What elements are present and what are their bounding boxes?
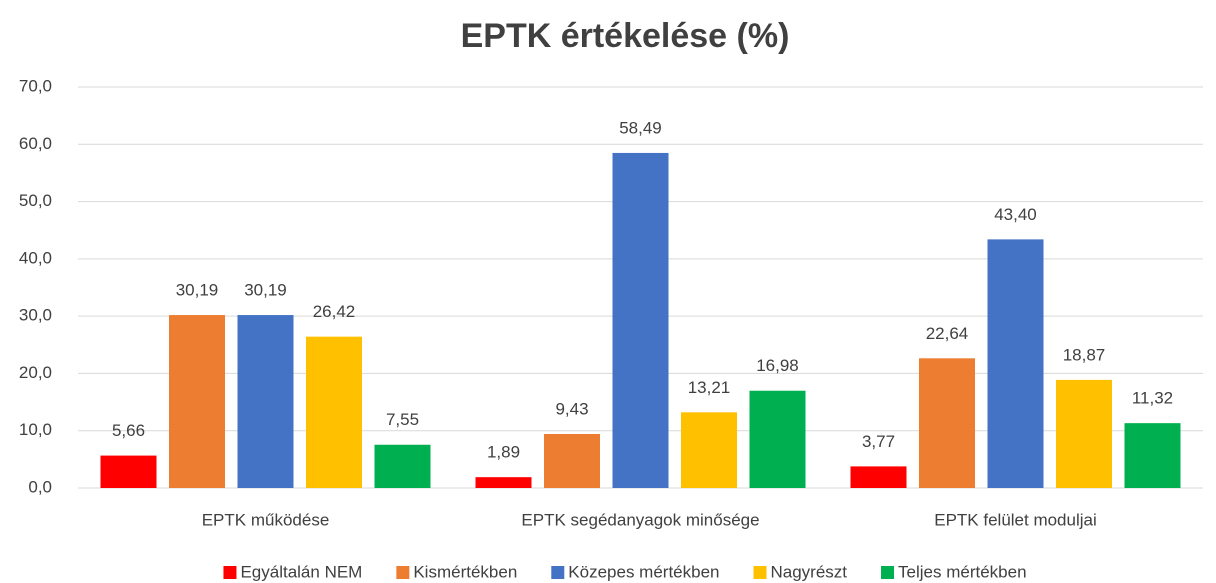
bar [169,315,225,488]
data-label: 30,19 [244,281,287,300]
bar [987,239,1044,488]
x-tick-label: EPTK felület moduljai [934,510,1097,529]
data-label: 43,40 [994,205,1037,224]
y-tick-label: 50,0 [19,191,52,210]
bar [681,412,737,488]
data-label: 11,32 [1132,389,1173,408]
legend-swatch [223,566,237,579]
legend-label: Egyáltalán NEM [240,562,362,581]
legend-label: Közepes mértékben [568,562,719,581]
bar [919,358,975,488]
data-label: 5,66 [112,421,145,440]
legend-swatch [881,566,895,579]
data-label: 7,55 [386,410,419,429]
bar [1056,379,1112,488]
data-label: 22,64 [926,324,969,343]
x-tick-label: EPTK segédanyagok minősége [521,510,759,529]
y-tick-label: 40,0 [19,248,52,267]
bar [850,466,907,488]
bar [612,152,669,488]
data-label: 18,87 [1063,345,1106,364]
bar [100,455,157,488]
y-tick-label: 10,0 [19,420,52,439]
bar [306,336,362,488]
y-tick-label: 70,0 [19,76,52,95]
data-label: 13,21 [688,378,731,397]
data-label: 16,98 [756,356,799,375]
chart-title: EPTK értékelése (%) [461,17,790,55]
bar [374,444,431,488]
data-label: 1,89 [487,443,520,462]
bar [1124,423,1181,488]
y-tick-label: 30,0 [19,306,52,325]
legend-swatch [396,566,410,579]
data-label: 3,77 [862,432,895,451]
x-tick-label: EPTK működése [202,510,330,529]
data-label: 9,43 [555,399,588,418]
y-tick-label: 20,0 [19,363,52,382]
data-label: 26,42 [313,302,356,321]
bar [749,390,806,488]
bar [544,433,600,488]
legend-label: Teljes mértékben [898,562,1027,581]
legend-label: Nagyrészt [770,562,847,581]
legend-swatch [551,566,565,579]
bar [237,315,294,488]
bar [475,477,532,488]
legend-swatch [753,566,767,579]
legend-label: Kismértékben [413,562,517,581]
data-label: 58,49 [619,118,662,137]
y-tick-label: 60,0 [19,134,52,153]
data-label: 30,19 [176,281,219,300]
y-tick-label: 0,0 [28,477,52,496]
